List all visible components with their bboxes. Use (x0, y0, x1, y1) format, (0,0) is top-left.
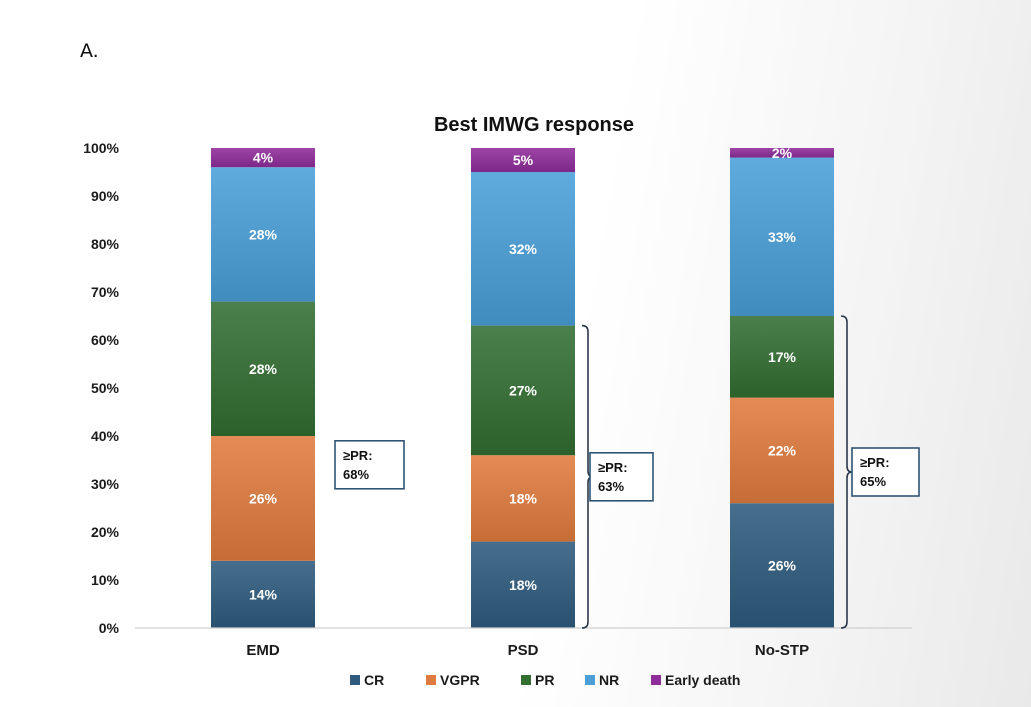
bar-segment (471, 325, 575, 456)
legend-item: Early death (651, 672, 740, 688)
bar-segment (471, 455, 575, 542)
pr-box-line2: 68% (343, 467, 369, 482)
legend-label: CR (364, 672, 384, 688)
y-tick-label: 40% (91, 428, 120, 444)
y-tick-label: 0% (99, 620, 120, 636)
bar-segment (730, 157, 834, 316)
y-tick-label: 20% (91, 524, 120, 540)
pr-annotation: ≥PR: 65% (840, 315, 920, 629)
bar-segment (730, 148, 834, 158)
data-label: 26% (249, 490, 278, 506)
data-label: 18% (509, 577, 538, 593)
legend-swatch (426, 675, 436, 685)
bar-segment (730, 316, 834, 398)
y-tick-label: 80% (91, 236, 120, 252)
y-tick-label: 60% (91, 332, 120, 348)
x-category-label: EMD (246, 642, 280, 659)
legend-label: NR (599, 672, 619, 688)
bar-segment (730, 397, 834, 504)
pr-box-line1: ≥PR: (343, 448, 373, 463)
bar-segment (211, 148, 315, 168)
bar-stack: 14% 26% 28% 28% 4% (211, 148, 315, 628)
x-category-label: No-STP (755, 642, 809, 659)
bar-stack: 18% 18% 27% 32% 5% (471, 148, 575, 628)
data-label: 4% (253, 150, 274, 166)
legend-label: Early death (665, 672, 740, 688)
bar-segment (211, 560, 315, 628)
pr-box-line2: 63% (598, 479, 624, 494)
pr-box (334, 439, 405, 490)
pr-box-line2: 65% (860, 474, 886, 489)
data-label: 32% (509, 241, 538, 257)
pr-box-line1: ≥PR: (598, 460, 628, 475)
bar-segment (211, 167, 315, 302)
y-tick-label: 10% (91, 572, 120, 588)
legend-label: PR (535, 672, 554, 688)
legend-swatch (585, 675, 595, 685)
y-tick-label: 70% (91, 284, 120, 300)
bar-segment (471, 172, 575, 326)
data-label: 28% (249, 226, 278, 242)
data-label: 22% (768, 442, 797, 458)
data-label: 5% (513, 152, 534, 168)
chart-title: Best IMWG response (434, 114, 634, 136)
bar-segment (211, 436, 315, 561)
pr-box (589, 451, 654, 502)
pr-annotation: ≥PR: 63% (581, 324, 654, 629)
data-label: 33% (768, 229, 797, 245)
data-label: 18% (509, 490, 538, 506)
data-label: 28% (249, 361, 278, 377)
x-category-label: PSD (508, 642, 539, 659)
data-label: 27% (509, 382, 538, 398)
y-axis: 0% 10% 20% 30% 40% 50% 60% 70% 80% 90% 100% (83, 140, 119, 636)
bar-segment (471, 148, 575, 172)
legend-swatch (350, 675, 360, 685)
data-label: 17% (768, 349, 797, 365)
data-label: 2% (772, 145, 793, 161)
y-tick-label: 50% (91, 380, 120, 396)
pr-box (851, 447, 920, 497)
pr-annotation: ≥PR: 68% (334, 439, 405, 490)
y-tick-label: 90% (91, 188, 120, 204)
data-label: 14% (249, 586, 278, 602)
legend-item: VGPR (426, 672, 480, 688)
bar-stack: 26% 22% 17% 33% 2% (730, 145, 834, 628)
annotations: ≥PR: 68% ≥PR: 63% ≥PR: 65% (334, 315, 920, 629)
legend-item: PR (521, 672, 554, 688)
bracket (840, 315, 853, 629)
y-tick-label: 100% (83, 140, 119, 156)
legend-swatch (651, 675, 661, 685)
legend-swatch (521, 675, 531, 685)
bars: 14% 26% 28% 28% 4% 18% 18% 27% 32% 5% 26% 22% 17% 33%… (211, 145, 834, 628)
x-axis: EMD PSD No-STP (135, 627, 912, 659)
legend-item: NR (585, 672, 619, 688)
pr-box-line1: ≥PR: (860, 455, 890, 470)
bar-segment (211, 301, 315, 436)
bar-segment (471, 541, 575, 628)
legend-label: VGPR (440, 672, 480, 688)
legend-item: CR (350, 672, 384, 688)
legend: CR VGPR PR NR Early death (350, 672, 740, 688)
y-tick-label: 30% (91, 476, 120, 492)
panel-label: A. (80, 40, 99, 62)
data-label: 26% (768, 558, 797, 574)
bar-segment (730, 503, 834, 628)
